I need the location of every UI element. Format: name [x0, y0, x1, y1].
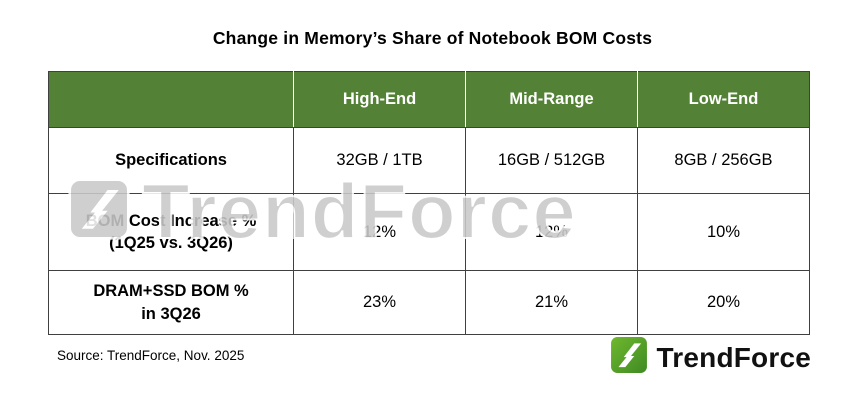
bom-table-container: High-End Mid-Range Low-End Specification…: [47, 71, 810, 335]
header-row: High-End Mid-Range Low-End: [47, 71, 810, 128]
cell-value: 8GB / 256GB: [637, 127, 810, 194]
cell-value: 23%: [293, 270, 467, 335]
cell-value: 20%: [637, 270, 810, 335]
cell-value: 32GB / 1TB: [293, 127, 467, 194]
brand-name-text: TrendForce: [656, 341, 811, 373]
row-label: Specifications: [47, 127, 295, 194]
table-row-bom-cost-increase: BOM Cost Increase % (1Q25 vs. 3Q26) 12% …: [47, 193, 810, 271]
trendforce-logo: TrendForce: [610, 336, 811, 379]
row-label: DRAM+SSD BOM % in 3Q26: [47, 270, 295, 335]
table-row-specifications: Specifications 32GB / 1TB 16GB / 512GB 8…: [47, 127, 810, 194]
table-row-dram-ssd-bom: DRAM+SSD BOM % in 3Q26 23% 21% 20%: [47, 270, 810, 335]
header-cell-mid-range: Mid-Range: [465, 71, 638, 128]
cell-value: 16GB / 512GB: [465, 127, 638, 194]
cell-value: 12%: [293, 193, 467, 271]
cell-value: 21%: [465, 270, 638, 335]
row-label: BOM Cost Increase % (1Q25 vs. 3Q26): [47, 193, 295, 271]
header-cell-high-end: High-End: [293, 71, 467, 128]
trendforce-logo-icon: [610, 336, 648, 379]
bom-table: High-End Mid-Range Low-End Specification…: [47, 71, 810, 335]
cell-value: 10%: [637, 193, 810, 271]
source-note: Source: TrendForce, Nov. 2025: [57, 348, 245, 363]
page-title: Change in Memory’s Share of Notebook BOM…: [212, 28, 653, 48]
header-cell-blank: [47, 71, 295, 128]
cell-value: 12%: [465, 193, 638, 271]
header-cell-low-end: Low-End: [637, 71, 810, 128]
